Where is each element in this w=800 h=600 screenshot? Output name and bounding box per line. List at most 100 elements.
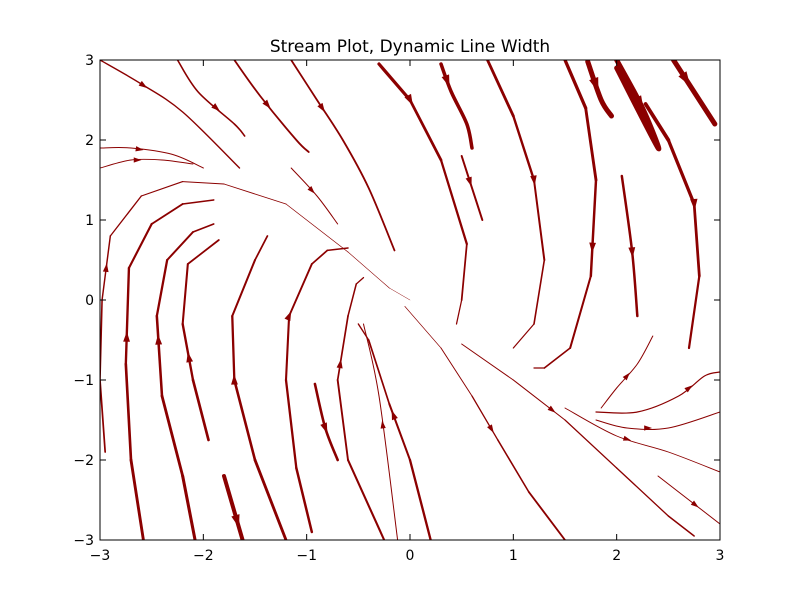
streamline-5 [100, 147, 204, 169]
streamline-arrow-6 [133, 157, 142, 163]
streamline-33-segment [616, 467, 669, 517]
streamline-arrow-18 [487, 424, 494, 434]
y-tick-label: 1 [85, 213, 94, 229]
streamline-23-segment [584, 106, 598, 182]
streamline-33-segment [667, 515, 695, 537]
streamline-0 [100, 60, 241, 169]
streamline-arrow-26 [690, 198, 698, 211]
streamline-arrow-34 [690, 500, 699, 508]
streamline-8-segment [181, 199, 215, 205]
streamline-arrow-0 [138, 80, 148, 89]
streamline-11 [222, 474, 245, 540]
streamline-6 [100, 158, 194, 169]
streamline-17-segment [357, 323, 370, 341]
streamline-26-segment [692, 202, 701, 278]
streamline-26-segment [643, 102, 671, 142]
streamline-18-segment [404, 306, 442, 349]
streamline-arrow-7 [102, 263, 109, 273]
streamline-8-segment [124, 362, 133, 462]
streamline-26-segment [687, 274, 701, 350]
streamline-15-segment [336, 379, 349, 461]
streamline-16 [363, 323, 399, 540]
y-tick-label: −3 [73, 533, 94, 549]
streamline-arrow-16 [380, 420, 386, 429]
streamline-34 [657, 475, 720, 525]
streamline-13-segment [326, 247, 349, 252]
streamline-arrow-33 [547, 405, 556, 413]
streamline-10-segment [155, 314, 164, 398]
streamline-9-segment [186, 239, 220, 265]
y-tick-label: 3 [85, 53, 94, 69]
streamline-arrow-30 [684, 385, 693, 393]
streamline-13-segment [295, 466, 314, 534]
streamline-21-segment [512, 323, 535, 349]
streamline-10-segment [166, 231, 194, 261]
streamline-arrow-3 [317, 102, 325, 113]
streamline-22 [460, 155, 484, 221]
streamlines-group [100, 60, 720, 540]
streamline-7-segment [109, 195, 142, 237]
streamline-15-segment [355, 276, 365, 285]
streamline-arrow-8 [123, 331, 130, 342]
streamline-12-segment [231, 258, 257, 318]
x-tick-label: 3 [716, 548, 725, 564]
streamline-13-segment [284, 314, 291, 382]
streamline-3 [290, 60, 396, 252]
streamline-12-segment [233, 378, 257, 462]
ticks-group: −3 −2 −1 0 1 2 3 −3 −2 −1 0 1 2 3 [73, 53, 724, 564]
streamline-7-segment [140, 181, 184, 197]
streamline-7-segment [182, 181, 225, 185]
x-tick-label: 1 [509, 548, 518, 564]
streamline-19-segment [408, 98, 443, 162]
streamline-24 [585, 60, 614, 119]
streamline-7-segment [100, 379, 107, 453]
streamline-10-segment [181, 474, 197, 540]
streamline-17-segment [408, 458, 432, 540]
streamline-23-segment [569, 274, 592, 350]
streamline-21-segment [533, 179, 546, 261]
x-tick-label: 2 [612, 548, 621, 564]
streamline-13-segment [284, 378, 298, 470]
streamline-15-segment [347, 283, 358, 317]
streamline-arrow-22 [465, 176, 472, 187]
streamline-33-segment [564, 419, 618, 469]
streamline-arrow-15 [336, 358, 343, 369]
streamline-7-segment [223, 183, 287, 205]
streamline-arrow-29 [622, 372, 630, 381]
streamline-19-segment [439, 158, 468, 246]
streamline-21-segment [486, 60, 515, 118]
streamline-arrow-11 [231, 514, 240, 528]
streamline-arrow-19 [404, 93, 413, 106]
streamline-arrow-24 [589, 77, 599, 93]
streamline-arrow-25 [632, 95, 644, 111]
streamline-7-segment [389, 287, 411, 301]
streamline-9-segment [181, 322, 195, 382]
streamline-33-segment [461, 343, 514, 381]
streamline-arrow-31 [644, 425, 653, 431]
streamline-27 [671, 60, 718, 127]
streamline-arrow-23 [589, 242, 596, 253]
streamline-12-segment [231, 314, 236, 382]
streamline-19-segment [455, 299, 463, 325]
streamline-12-segment [254, 235, 269, 261]
streamline-arrow-13 [284, 311, 292, 322]
streamline-arrow-20 [441, 74, 450, 88]
streamline-arrow-1 [211, 103, 220, 112]
streamline-25 [614, 60, 662, 152]
streamline-10-segment [160, 394, 185, 478]
streamline-arrow-2 [262, 99, 271, 109]
streamline-33-segment [512, 379, 566, 421]
streamline-arrow-9 [186, 352, 194, 363]
streamline-arrow-5 [135, 146, 144, 152]
streamline-8-segment [150, 203, 184, 225]
streamline-17-segment [367, 339, 391, 405]
streamline-18-segment [440, 347, 473, 397]
x-tick-label: 0 [406, 548, 415, 564]
streamline-7-segment [285, 203, 349, 253]
streamline-30 [595, 371, 720, 414]
streamline-arrow-4 [307, 186, 315, 194]
streamline-7-segment [347, 251, 390, 289]
streamline-arrow-14 [320, 422, 328, 434]
